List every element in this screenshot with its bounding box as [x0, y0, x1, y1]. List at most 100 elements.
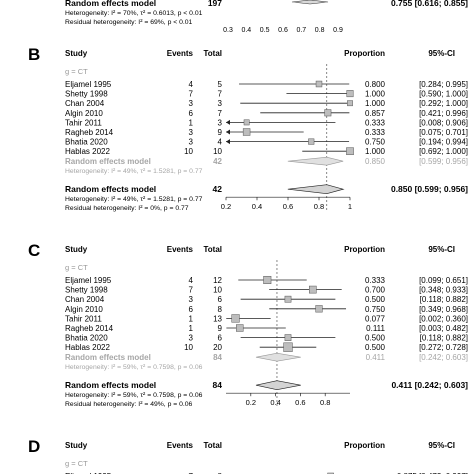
top-tick-label: 0.5 — [260, 27, 270, 34]
x-tick-label: 0.8 — [314, 202, 324, 211]
subgroup-label: g = CT — [65, 263, 88, 272]
study-total: 9 — [218, 128, 223, 137]
study-row: Eljamel 1995 4 5 0.800 [0.284; 0.995] — [65, 80, 468, 89]
study-ci: 0.875 [0.473; 0.997] — [397, 472, 468, 474]
forest-panel-b: B Study Events Total Proportion 95%-CI g = CT E… — [28, 45, 468, 212]
study-proportion: 0.333 — [365, 276, 386, 285]
top-axis: 0.3 0.4 0.5 0.6 0.7 0.8 0.9 — [223, 27, 343, 34]
study-point — [231, 314, 240, 323]
study-point — [284, 295, 292, 303]
study-total: 12 — [213, 276, 222, 285]
study-total: 6 — [218, 295, 223, 304]
study-proportion: 0.700 — [365, 286, 386, 295]
study-events: 1 — [189, 118, 194, 127]
study-total: 3 — [218, 99, 223, 108]
top-fragment: Random effects model 197 0.755 [0.616; 0… — [65, 0, 468, 34]
study-ci: [0.349; 0.968] — [419, 305, 468, 314]
study-row: Shetty 1998 7 10 0.700 [0.348; 0.933] — [65, 286, 468, 295]
panel-letter: C — [28, 241, 40, 260]
study-point — [242, 128, 251, 136]
study-name: Shetty 1998 — [65, 90, 108, 99]
study-events: 7 — [189, 286, 194, 295]
header-study: Study — [65, 441, 88, 450]
panel-letter: B — [28, 45, 40, 64]
study-events: 1 — [189, 314, 194, 323]
study-row: Hablas 2022 10 10 1.000 [0.692; 1.000] — [65, 147, 468, 156]
x-tick-label: 0.2 — [221, 202, 231, 211]
top-tick-label: 0.8 — [315, 27, 325, 34]
x-tick-label: 0.6 — [295, 398, 305, 407]
header-study: Study — [65, 49, 88, 58]
study-point — [346, 147, 354, 156]
study-events: 3 — [189, 295, 194, 304]
study-ci-arrow — [226, 139, 230, 145]
study-total: 7 — [218, 90, 223, 99]
header-ci: 95%-CI — [428, 441, 455, 450]
subgroup-model-label: Random effects model — [65, 353, 151, 362]
study-events: 3 — [189, 99, 194, 108]
subgroup-model-proportion: 0.411 — [366, 353, 386, 362]
header-proportion: Proportion — [344, 441, 385, 450]
study-row: Bhatia 2020 3 4 0.750 [0.194; 0.994] — [65, 138, 468, 147]
subgroup-label: g = CT — [65, 459, 88, 468]
study-point — [324, 109, 332, 117]
top-het-1: Heterogeneity: I² = 70%, τ² = 0.6013, p … — [65, 10, 203, 17]
study-total: 13 — [213, 314, 222, 323]
study-name: Algin 2010 — [65, 109, 103, 118]
study-total: 6 — [218, 334, 223, 343]
study-proportion: 0.500 — [365, 295, 386, 304]
study-name: Chan 2004 — [65, 99, 105, 108]
x-tick-label: 0.4 — [270, 398, 280, 407]
top-tick-label: 0.7 — [296, 27, 306, 34]
overall-diamond — [255, 380, 301, 391]
study-events: 3 — [189, 128, 194, 137]
study-ci: [0.421; 0.996] — [419, 109, 468, 118]
study-row: Chan 2004 3 6 0.500 [0.118; 0.882] — [65, 295, 468, 304]
study-total: 4 — [218, 138, 223, 147]
study-ci-arrow — [226, 119, 230, 125]
study-total: 10 — [213, 286, 222, 295]
subgroup-model-total: 84 — [213, 353, 222, 362]
top-model-ci: 0.755 [0.616; 0.855] — [391, 0, 468, 8]
study-ci: [0.292; 1.000] — [419, 99, 468, 108]
study-point — [346, 90, 354, 98]
residual-heterogeneity: Residual heterogeneity: I² = 0%, p = 0.7… — [65, 205, 189, 212]
study-total: 20 — [213, 343, 222, 352]
study-proportion: 0.111 — [366, 324, 385, 333]
header-events: Events — [167, 441, 194, 450]
top-tick-label: 0.6 — [278, 27, 288, 34]
header-total: Total — [203, 441, 222, 450]
header-study: Study — [65, 245, 88, 254]
study-name: Tahir 2011 — [65, 314, 102, 323]
study-name: Eljamel 1995 — [65, 276, 112, 285]
study-ci-arrow — [226, 129, 230, 135]
overall-model-label: Random effects model — [65, 380, 156, 390]
study-ci: [0.075; 0.701] — [419, 128, 468, 137]
study-name: Bhatia 2020 — [65, 138, 108, 147]
header-proportion: Proportion — [344, 49, 385, 58]
subgroup-model-ci: [0.599; 0.956] — [419, 157, 468, 166]
study-name: Eljamel 1995 — [65, 80, 112, 89]
top-tick-label: 0.9 — [333, 27, 343, 34]
study-events: 1 — [189, 324, 194, 333]
study-ci: [0.002; 0.360] — [419, 314, 468, 323]
study-point — [308, 138, 315, 145]
study-events: 7 — [189, 90, 194, 99]
study-name: Chan 2004 — [65, 295, 105, 304]
study-row: Algin 2010 6 8 0.750 [0.349; 0.968] — [65, 305, 468, 314]
study-point — [283, 342, 293, 352]
study-name: Ragheb 2014 — [65, 324, 114, 333]
top-model-label: Random effects model — [65, 0, 156, 8]
forest-panel-c: C Study Events Total Proportion 95%-CI g = CT E… — [28, 241, 468, 408]
subgroup-model-proportion: 0.850 — [365, 157, 386, 166]
study-ci: [0.194; 0.994] — [419, 138, 468, 147]
study-row: Tahir 2011 1 3 0.333 [0.008; 0.906] — [65, 118, 468, 127]
study-ci: [0.118; 0.882] — [420, 334, 468, 343]
overall-model-total: 84 — [213, 380, 223, 390]
top-het-2: Residual heterogeneity: I² = 69%, p < 0.… — [65, 19, 193, 26]
study-name: Hablas 2022 — [65, 343, 110, 352]
subgroup-model-label: Random effects model — [65, 157, 151, 166]
study-events: 10 — [184, 147, 193, 156]
overall-model-ci: 0.411 [0.242; 0.603] — [391, 380, 468, 390]
